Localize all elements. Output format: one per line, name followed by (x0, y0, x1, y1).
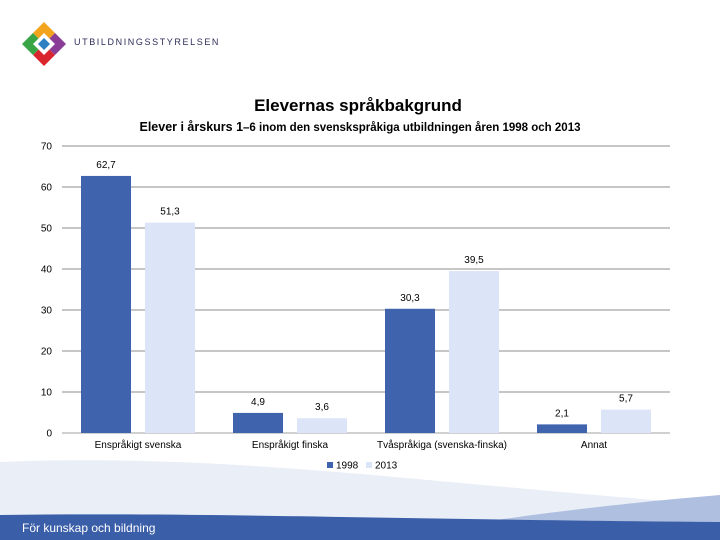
legend-label-2013: 2013 (375, 461, 398, 472)
bar-2013 (449, 271, 499, 433)
legend-swatch-1998 (327, 462, 333, 468)
y-tick-label: 0 (46, 429, 52, 440)
chart-subtitle-rest: –6 inom den svenskspråkiga utbildningen … (243, 122, 580, 134)
data-label: 4,9 (251, 397, 265, 408)
brand-name: UTBILDNINGSSTYRELSEN (74, 37, 221, 47)
x-tick-label: Enspråkigt finska (252, 439, 329, 451)
y-tick-label: 60 (41, 183, 53, 194)
data-label: 2,1 (555, 408, 569, 419)
chart-subtitle: Elever i årskurs 1–6 inom den svensksprå… (139, 120, 580, 134)
chart-title: Elevernas språkbakgrund (254, 96, 462, 115)
x-tick-label: Annat (581, 440, 607, 451)
x-tick-label: Enspråkigt svenska (95, 439, 182, 451)
bar-1998 (537, 424, 587, 433)
bar-1998 (81, 175, 131, 433)
footer-slogan: För kunskap och bildning (22, 521, 156, 535)
chart-subtitle-main: Elever i årskurs 1 (139, 120, 243, 134)
legend-swatch-2013 (366, 462, 372, 468)
plot-area: 0 10 20 30 40 50 60 70 62,7 51,3 Enspråkigt svensk… (41, 142, 670, 472)
data-label: 3,6 (315, 402, 329, 413)
y-tick-label: 50 (41, 224, 53, 235)
bar-2013 (601, 409, 651, 433)
y-tick-label: 70 (41, 142, 53, 153)
y-tick-label: 30 (41, 306, 53, 317)
data-label: 62,7 (96, 160, 116, 171)
data-label: 30,3 (400, 293, 420, 304)
y-tick-label: 20 (41, 347, 53, 358)
data-label: 39,5 (464, 255, 484, 266)
x-tick-label: Tvåspråkiga (svenska-finska) (377, 439, 507, 451)
y-tick-label: 40 (41, 265, 53, 276)
brand-logo (22, 22, 66, 66)
y-tick-label: 10 (41, 388, 53, 399)
bar-2013 (297, 418, 347, 433)
footer-wave (0, 460, 720, 540)
bar-1998 (233, 412, 283, 433)
data-label: 5,7 (619, 394, 633, 405)
bar-1998 (385, 308, 435, 433)
bar-2013 (145, 222, 195, 433)
legend-label-1998: 1998 (336, 461, 359, 472)
data-label: 51,3 (160, 207, 180, 218)
